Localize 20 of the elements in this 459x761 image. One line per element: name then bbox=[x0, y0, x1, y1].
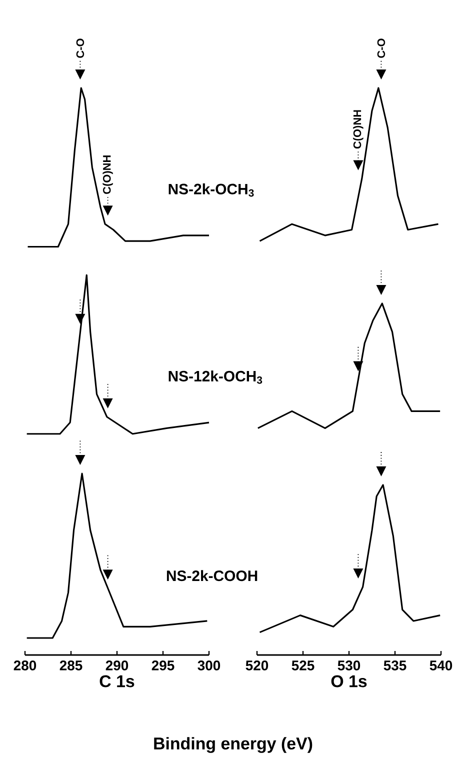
x-tick-label: 525 bbox=[292, 660, 314, 670]
x-tick-label: 540 bbox=[430, 660, 452, 670]
text: NS-2k-COOH bbox=[166, 570, 258, 582]
annotation: C(O)NH bbox=[102, 156, 113, 194]
x-tick-label: 535 bbox=[384, 660, 406, 670]
annotation: C-O bbox=[377, 38, 386, 58]
x-tick-label: 290 bbox=[106, 660, 128, 670]
x-axis-title: O 1s bbox=[331, 675, 367, 688]
text: NS-2k-OCH$_{3}$ bbox=[168, 183, 254, 197]
x-tick-label: 280 bbox=[14, 660, 36, 670]
text: NS-12k-OCH$_{3}$ bbox=[168, 370, 262, 384]
annotation: C(O)NH bbox=[353, 110, 364, 149]
text: Binding energy (eV) bbox=[154, 737, 312, 753]
x-tick-label: 300 bbox=[198, 660, 220, 670]
x-tick-label: 530 bbox=[338, 660, 360, 670]
x-tick-label: 295 bbox=[152, 660, 174, 670]
x-tick-label: 285 bbox=[60, 660, 82, 670]
x-tick-label: 520 bbox=[246, 660, 268, 670]
annotation: C-O bbox=[76, 38, 84, 58]
x-axis-title: C 1s bbox=[100, 675, 134, 688]
